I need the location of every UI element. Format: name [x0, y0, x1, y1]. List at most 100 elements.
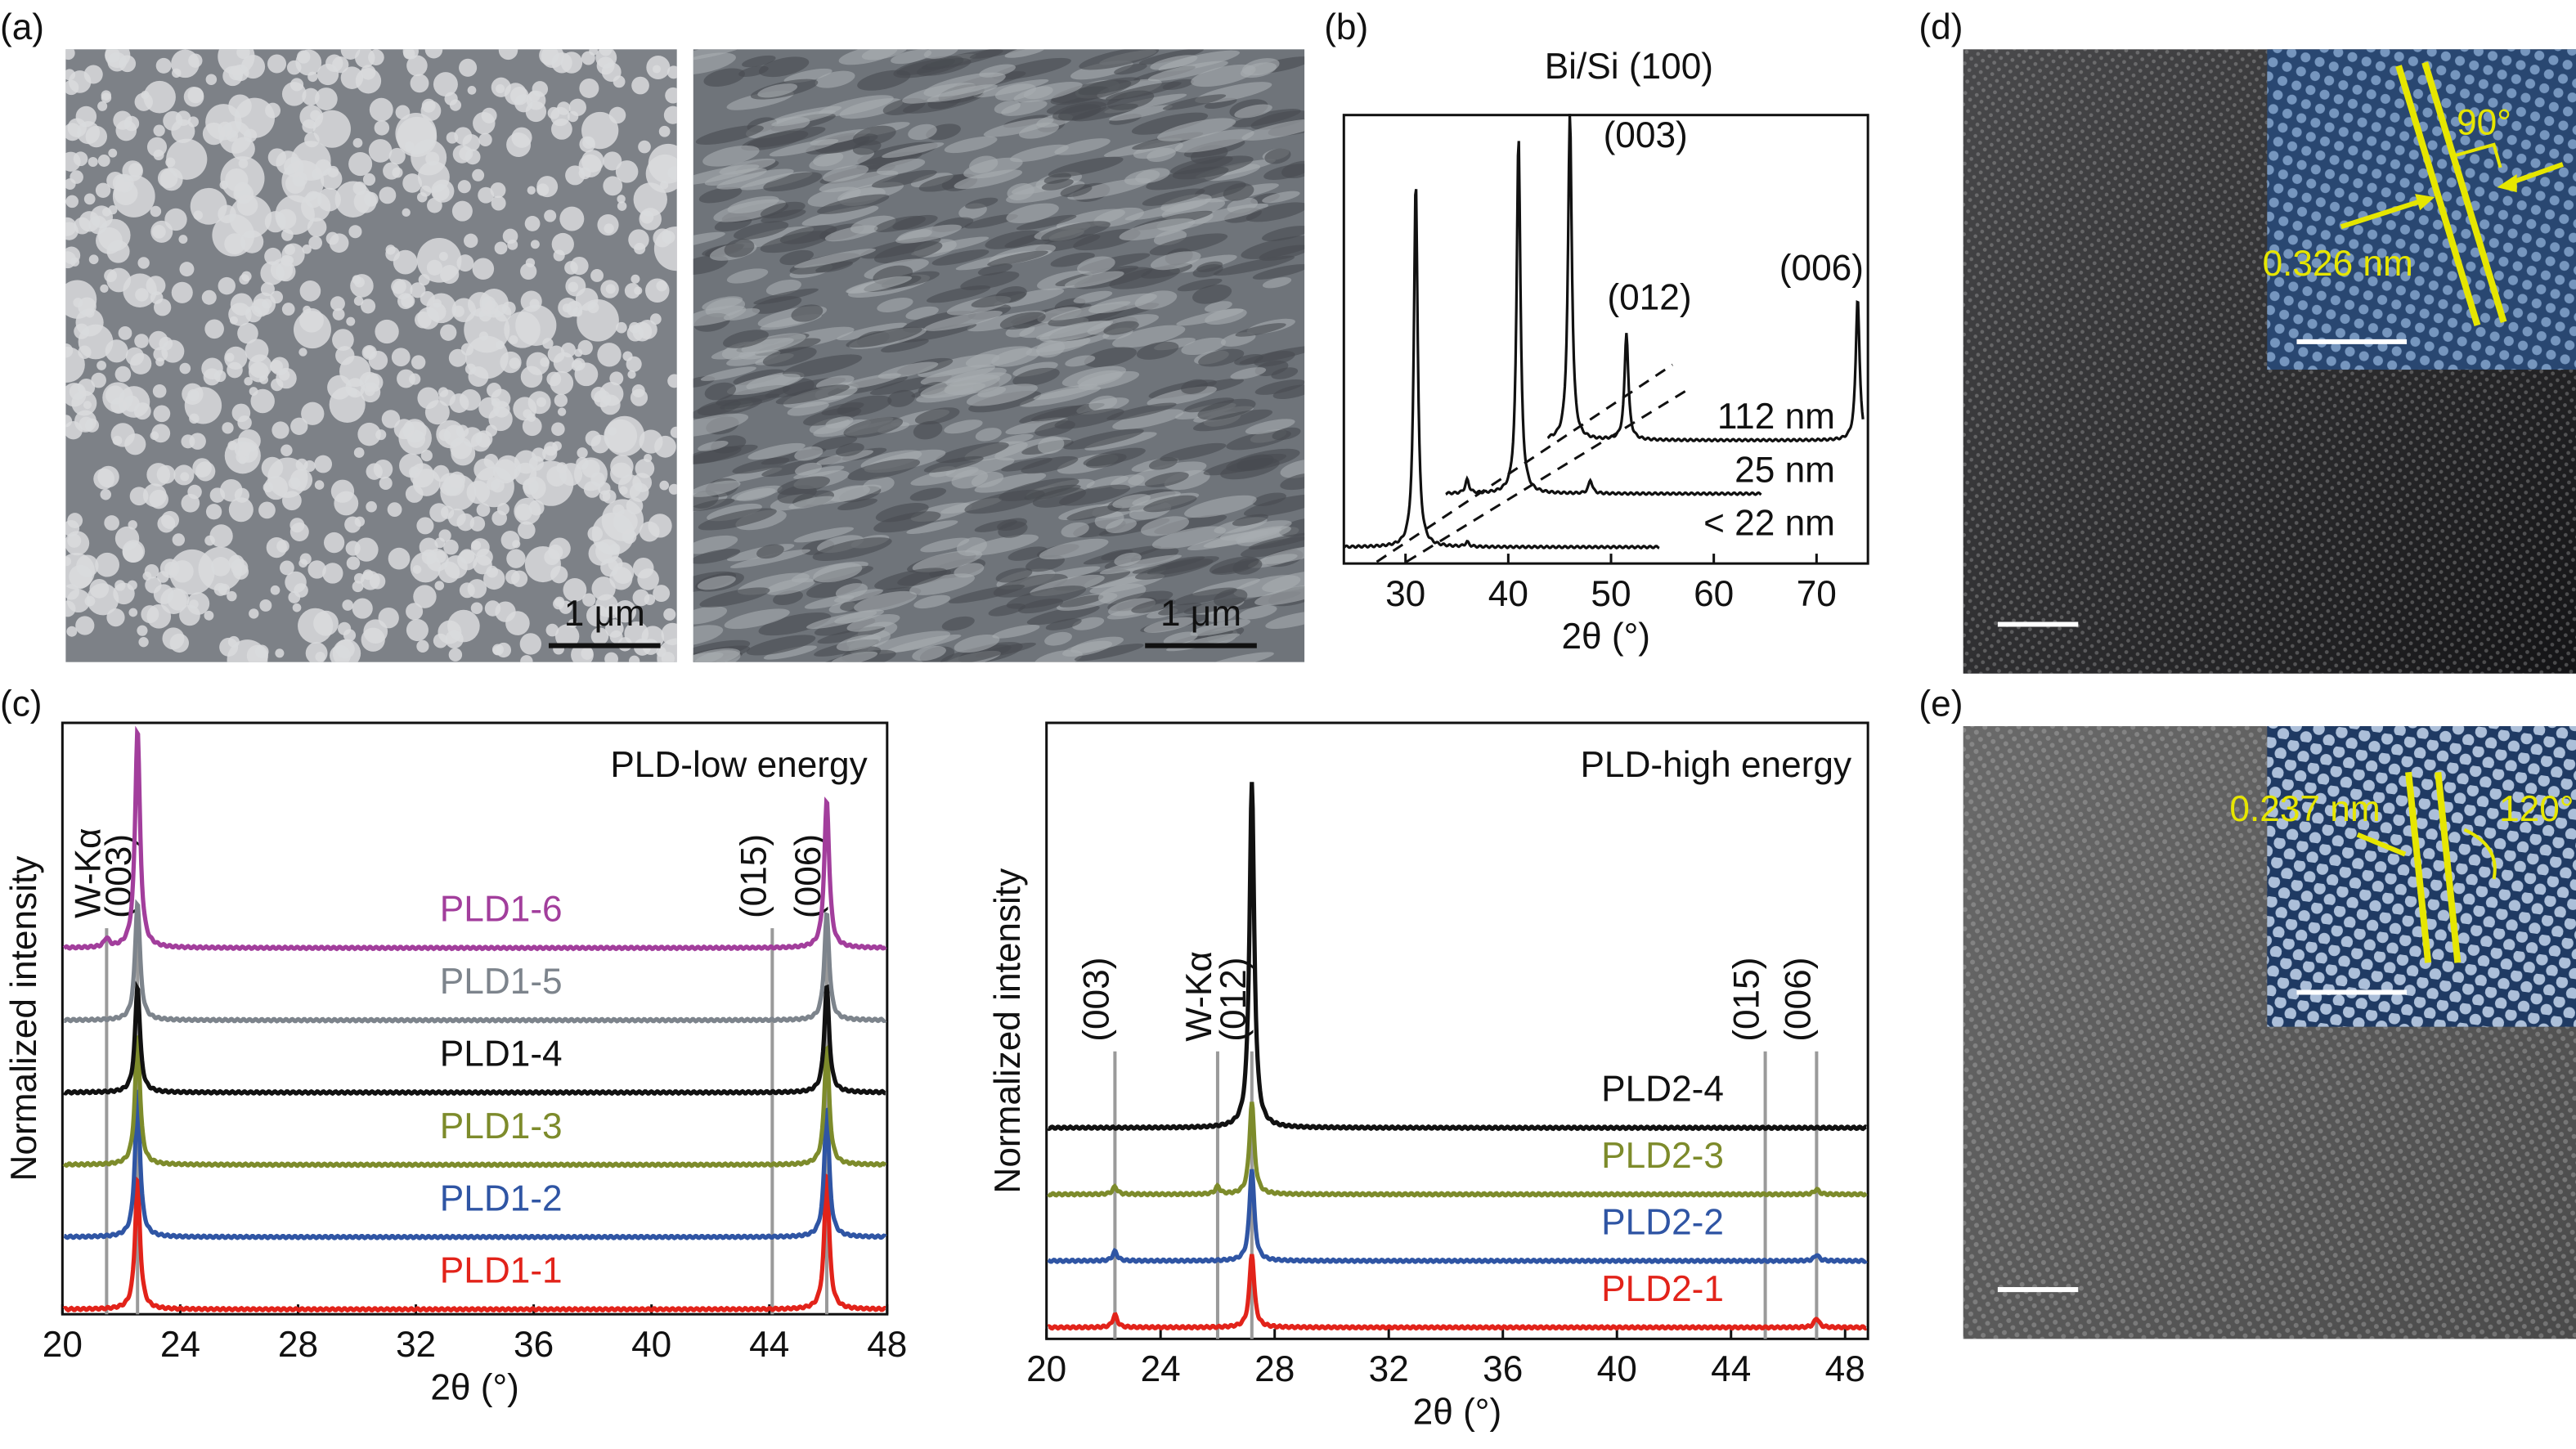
particle: [491, 478, 505, 493]
series-label: PLD1-6: [440, 890, 563, 930]
streak: [895, 224, 963, 244]
streak: [1280, 459, 1305, 478]
streak: [1262, 277, 1292, 289]
particle: [353, 190, 377, 213]
particle: [413, 585, 437, 608]
particle: [178, 235, 188, 244]
particle: [476, 503, 491, 517]
y-axis-label: Normalized intensity: [988, 868, 1028, 1194]
particle: [433, 72, 458, 97]
particle: [448, 648, 463, 662]
streak: [1001, 457, 1052, 472]
particle: [345, 541, 361, 556]
particle: [665, 87, 677, 104]
streak: [1177, 278, 1223, 292]
streak: [1272, 427, 1301, 441]
particle: [478, 132, 492, 147]
particle: [224, 233, 246, 255]
particle: [115, 119, 137, 141]
particle: [297, 50, 311, 64]
streak: [835, 442, 864, 457]
streak: [783, 68, 832, 83]
streak: [875, 503, 929, 523]
particle: [559, 206, 585, 231]
streak: [1008, 546, 1048, 561]
particle: [89, 579, 110, 599]
particle: [329, 386, 366, 423]
streak: [726, 373, 801, 395]
streak: [1004, 49, 1046, 58]
series-label: PLD1-3: [440, 1106, 563, 1146]
particle: [613, 600, 637, 623]
streak: [1174, 129, 1254, 153]
particle: [491, 195, 506, 211]
streak: [1044, 631, 1072, 646]
particle: [514, 462, 537, 486]
particle: [629, 655, 640, 662]
streak: [1032, 487, 1087, 508]
particle: [639, 429, 663, 454]
particle: [509, 357, 521, 370]
streak: [702, 296, 743, 311]
streak: [747, 442, 806, 460]
particle: [68, 70, 92, 93]
particle: [670, 426, 677, 438]
panel-label: (b): [1324, 7, 1368, 47]
x-axis-label: 2θ (°): [1413, 1392, 1502, 1432]
chart-title: PLD-low energy: [610, 745, 867, 785]
particle: [150, 220, 173, 243]
streak: [830, 651, 878, 662]
particle: [85, 125, 108, 148]
plot-frame: [61, 721, 889, 1316]
series-label: 112 nm: [1717, 397, 1835, 437]
particle: [603, 151, 622, 171]
particle: [485, 424, 498, 437]
streak: [1112, 494, 1151, 509]
particle: [259, 599, 272, 612]
streak: [763, 645, 818, 660]
particle: [218, 121, 233, 137]
streak: [693, 498, 735, 512]
streak: [762, 347, 817, 367]
streak: [693, 49, 747, 61]
particle: [397, 369, 415, 388]
particle: [169, 549, 215, 595]
particle: [520, 655, 533, 662]
particle: [591, 512, 635, 555]
particle: [283, 156, 304, 177]
particle: [234, 182, 252, 200]
particle: [298, 559, 308, 568]
streak: [1133, 141, 1183, 159]
x-tick-label: 28: [278, 1325, 318, 1365]
streak: [760, 201, 806, 219]
particle: [342, 599, 354, 611]
particle: [304, 132, 320, 148]
angle-mark: [2452, 142, 2502, 168]
streak: [1232, 109, 1301, 128]
x-tick-label: 20: [43, 1325, 83, 1365]
particle: [65, 343, 74, 358]
particle: [551, 232, 574, 256]
particle: [457, 180, 471, 194]
particle: [476, 548, 493, 566]
panel-label: (c): [0, 684, 43, 724]
streak: [1071, 103, 1138, 122]
streak: [1101, 549, 1133, 561]
panel-label: (a): [0, 7, 44, 47]
peak-label: (015): [734, 834, 774, 918]
particle: [590, 268, 604, 282]
x-tick-label: 32: [1369, 1349, 1409, 1389]
particle: [105, 339, 128, 363]
particle: [353, 447, 365, 458]
angle-label: 120°: [2499, 789, 2574, 829]
particle: [240, 230, 264, 253]
particle: [352, 137, 363, 148]
particle: [540, 357, 550, 367]
streak: [1187, 203, 1268, 224]
streak: [1064, 271, 1124, 289]
particle: [112, 173, 131, 192]
particle: [128, 608, 138, 617]
streak: [985, 230, 1042, 249]
